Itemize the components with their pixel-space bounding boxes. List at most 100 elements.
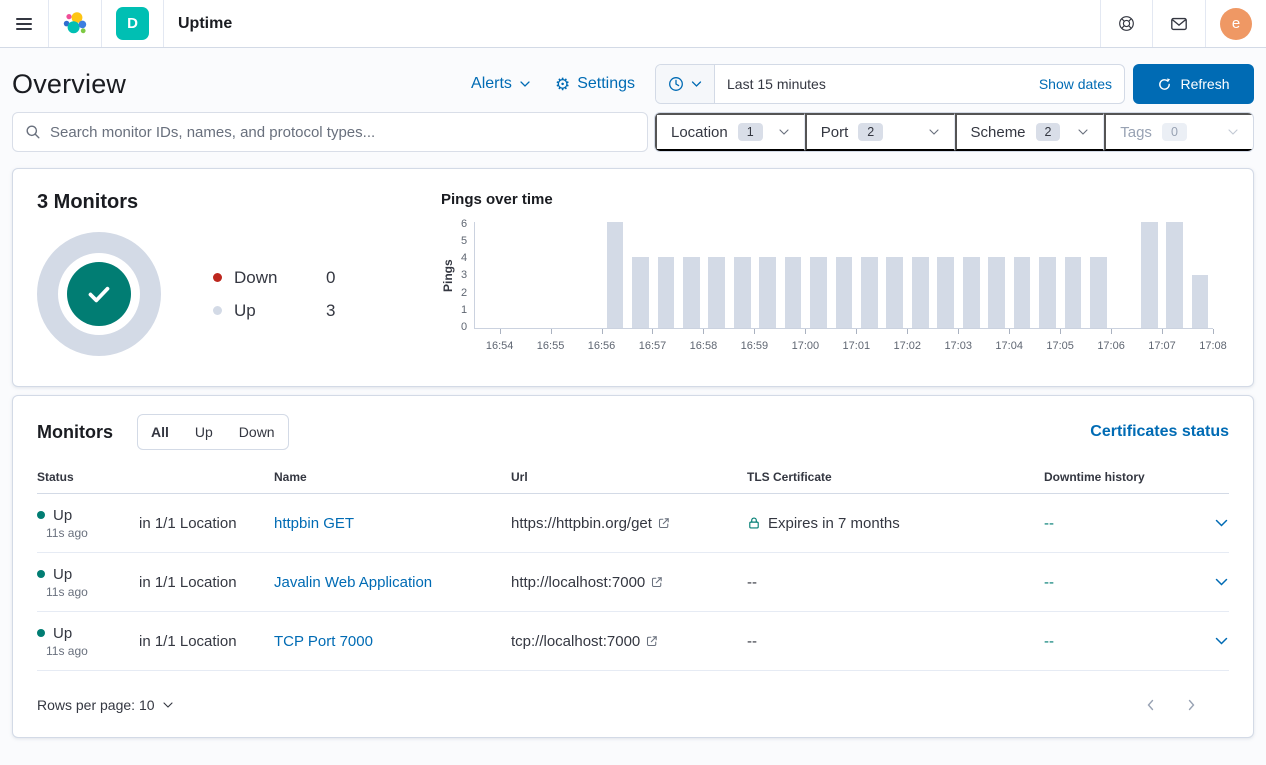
last-check-time: 11s ago (37, 526, 139, 540)
user-avatar[interactable]: e (1220, 8, 1252, 40)
monitor-name-link[interactable]: TCP Port 7000 (274, 633, 373, 650)
chevron-down-icon (1214, 636, 1229, 646)
pings-bar-16:54:30 (526, 222, 551, 328)
x-tick-label: 16:55 (537, 340, 565, 352)
monitor-url[interactable]: https://httpbin.org/get (511, 515, 652, 532)
filter-port[interactable]: Port 2 (805, 113, 955, 151)
menu-hamburger-button[interactable] (0, 0, 48, 47)
refresh-button[interactable]: Refresh (1133, 64, 1254, 104)
alerts-dropdown[interactable]: Alerts (471, 75, 531, 93)
column-header-status: Status (37, 470, 139, 484)
legend-label: Down (234, 268, 302, 288)
refresh-icon (1157, 77, 1172, 92)
tab-up[interactable]: Up (182, 415, 226, 449)
pings-bar-17:00:00 (806, 222, 831, 328)
rows-per-page-selector[interactable]: Rows per page: 10 (37, 697, 174, 713)
pings-y-axis: 6543210 (457, 218, 474, 333)
time-picker: Last 15 minutes Show dates (655, 64, 1125, 104)
location-text: in 1/1 Location (139, 515, 274, 532)
gear-icon: ⚙ (555, 76, 570, 93)
pings-bar-17:00:30 (831, 222, 856, 328)
app-title: Uptime (178, 15, 232, 33)
filter-label: Scheme (971, 124, 1026, 141)
refresh-label: Refresh (1180, 76, 1229, 92)
downtime-history: -- (1044, 574, 1191, 591)
top-navigation-bar: D Uptime e (0, 0, 1266, 48)
x-tick-label: 16:59 (741, 340, 769, 352)
chevron-down-icon (519, 80, 531, 88)
legend-item-up: Up 3 (213, 301, 335, 321)
filter-count-badge: 2 (858, 123, 883, 141)
x-tick-label: 16:56 (588, 340, 616, 352)
expand-row-button[interactable] (1191, 577, 1231, 587)
time-range-value[interactable]: Last 15 minutes (715, 76, 1027, 92)
y-tick-label: 2 (461, 287, 467, 299)
chevron-down-icon (778, 128, 790, 136)
filter-location[interactable]: Location 1 (655, 113, 805, 151)
filter-count-badge: 1 (738, 123, 763, 141)
status-legend: Down 0 Up 3 (213, 268, 335, 321)
help-button[interactable] (1101, 0, 1152, 47)
lock-icon (747, 516, 761, 530)
up-status-dot-icon (37, 511, 45, 519)
newsfeed-button[interactable] (1153, 0, 1205, 47)
search-icon (25, 124, 41, 140)
filter-tags[interactable]: Tags 0 (1104, 113, 1253, 151)
expand-row-button[interactable] (1191, 636, 1231, 646)
pings-bar-17:01:00 (857, 222, 882, 328)
chart-y-axis-label: Pings (441, 222, 457, 329)
search-box (12, 112, 648, 152)
pings-bars (474, 222, 1213, 329)
column-header-url: Url (511, 470, 747, 484)
expand-row-button[interactable] (1191, 518, 1231, 528)
chevron-down-icon (1077, 128, 1089, 136)
column-header-tls: TLS Certificate (747, 470, 1044, 484)
tab-all[interactable]: All (138, 415, 182, 449)
search-input[interactable] (50, 124, 635, 141)
settings-button[interactable]: ⚙ Settings (555, 75, 635, 93)
x-tick-label: 17:08 (1199, 340, 1227, 352)
tab-down[interactable]: Down (226, 415, 288, 449)
status-donut-chart (37, 232, 161, 356)
monitor-name-link[interactable]: Javalin Web Application (274, 574, 432, 591)
next-page-button[interactable] (1179, 693, 1203, 717)
y-tick-label: 4 (461, 252, 467, 264)
show-dates-button[interactable]: Show dates (1027, 76, 1124, 92)
pings-bar-17:01:30 (882, 222, 907, 328)
monitor-url[interactable]: tcp://localhost:7000 (511, 633, 640, 650)
monitor-url[interactable]: http://localhost:7000 (511, 574, 645, 591)
legend-value: 0 (326, 268, 335, 288)
pings-bar-16:58:00 (704, 222, 729, 328)
deployment-badge[interactable]: D (116, 7, 149, 40)
pings-bar-17:07:30 (1187, 222, 1212, 328)
monitors-heading: Monitors (37, 422, 113, 443)
chevron-down-icon (691, 80, 702, 88)
y-tick-label: 5 (461, 235, 467, 247)
filter-label: Port (821, 124, 849, 141)
pings-bar-16:59:00 (755, 222, 780, 328)
tls-expiry-text: Expires in 7 months (768, 515, 900, 532)
pings-bar-16:56:30 (628, 222, 653, 328)
filter-scheme[interactable]: Scheme 2 (955, 113, 1105, 151)
status-filter-tabs: All Up Down (137, 414, 289, 450)
previous-page-button[interactable] (1139, 693, 1163, 717)
external-link-icon (651, 576, 663, 588)
down-dot-icon (213, 273, 222, 282)
pings-bar-16:55:30 (577, 222, 602, 328)
elastic-logo[interactable] (49, 0, 101, 47)
pings-bar-17:06:00 (1111, 222, 1136, 328)
monitor-name-link[interactable]: httpbin GET (274, 515, 354, 532)
pagination (1139, 693, 1229, 717)
legend-label: Up (234, 301, 302, 321)
pings-bar-17:04:30 (1035, 222, 1060, 328)
y-tick-label: 0 (461, 321, 467, 333)
pings-bar-16:57:30 (679, 222, 704, 328)
chevron-right-icon (1185, 699, 1197, 711)
time-picker-quick-menu[interactable] (656, 65, 715, 103)
downtime-history: -- (1044, 633, 1191, 650)
certificates-status-link[interactable]: Certificates status (1090, 423, 1229, 441)
pings-bar-16:57:00 (653, 222, 678, 328)
tls-expiry-text: -- (747, 574, 757, 591)
y-tick-label: 6 (461, 218, 467, 230)
chevron-left-icon (1145, 699, 1157, 711)
